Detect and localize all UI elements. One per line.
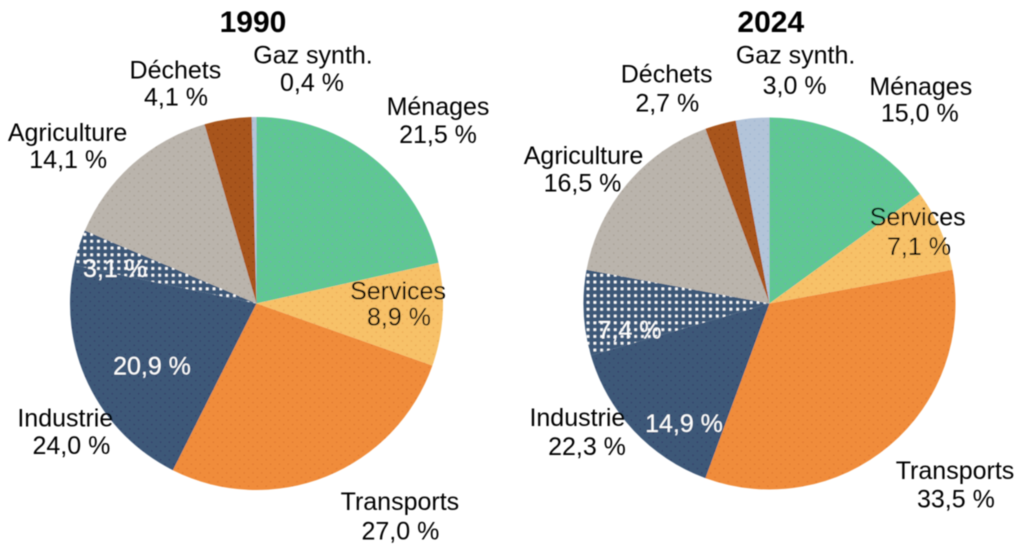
svg-text:7,1 %: 7,1 %	[887, 233, 951, 261]
svg-text:16,5 %: 16,5 %	[544, 170, 622, 198]
svg-text:Gaz synth.: Gaz synth.	[736, 42, 856, 70]
svg-text:Services: Services	[870, 203, 966, 231]
svg-text:Agriculture: Agriculture	[524, 142, 644, 170]
svg-text:15,0 %: 15,0 %	[881, 100, 959, 128]
svg-text:20,9 %: 20,9 %	[113, 353, 191, 381]
svg-text:Déchets: Déchets	[130, 57, 222, 85]
svg-text:Ménages: Ménages	[869, 73, 972, 101]
svg-text:14,9 %: 14,9 %	[645, 410, 723, 438]
svg-text:Déchets: Déchets	[621, 60, 713, 88]
svg-text:8,9 %: 8,9 %	[367, 304, 431, 332]
svg-text:Industrie: Industrie	[17, 404, 113, 432]
svg-text:4,1 %: 4,1 %	[144, 83, 208, 111]
svg-text:Transports: Transports	[341, 488, 460, 516]
svg-text:21,5 %: 21,5 %	[399, 121, 477, 149]
svg-text:1990: 1990	[220, 6, 287, 39]
svg-text:3,1 %: 3,1 %	[83, 255, 147, 283]
svg-text:Transports: Transports	[896, 457, 1015, 485]
svg-text:2024: 2024	[737, 6, 804, 39]
svg-text:27,0 %: 27,0 %	[361, 518, 439, 546]
svg-text:22,3 %: 22,3 %	[548, 433, 626, 461]
svg-text:14,1 %: 14,1 %	[29, 146, 107, 174]
svg-text:Agriculture: Agriculture	[8, 119, 128, 147]
svg-text:33,5 %: 33,5 %	[917, 486, 995, 514]
svg-text:Ménages: Ménages	[387, 93, 490, 121]
svg-text:Industrie: Industrie	[529, 404, 625, 432]
svg-text:3,0 %: 3,0 %	[763, 72, 827, 100]
svg-text:24,0 %: 24,0 %	[32, 432, 110, 460]
svg-text:0,4 %: 0,4 %	[280, 69, 344, 97]
svg-text:Gaz synth.: Gaz synth.	[253, 41, 373, 69]
svg-text:2,7 %: 2,7 %	[635, 89, 699, 117]
svg-text:7,4 %: 7,4 %	[598, 317, 662, 345]
svg-text:Services: Services	[350, 278, 446, 306]
